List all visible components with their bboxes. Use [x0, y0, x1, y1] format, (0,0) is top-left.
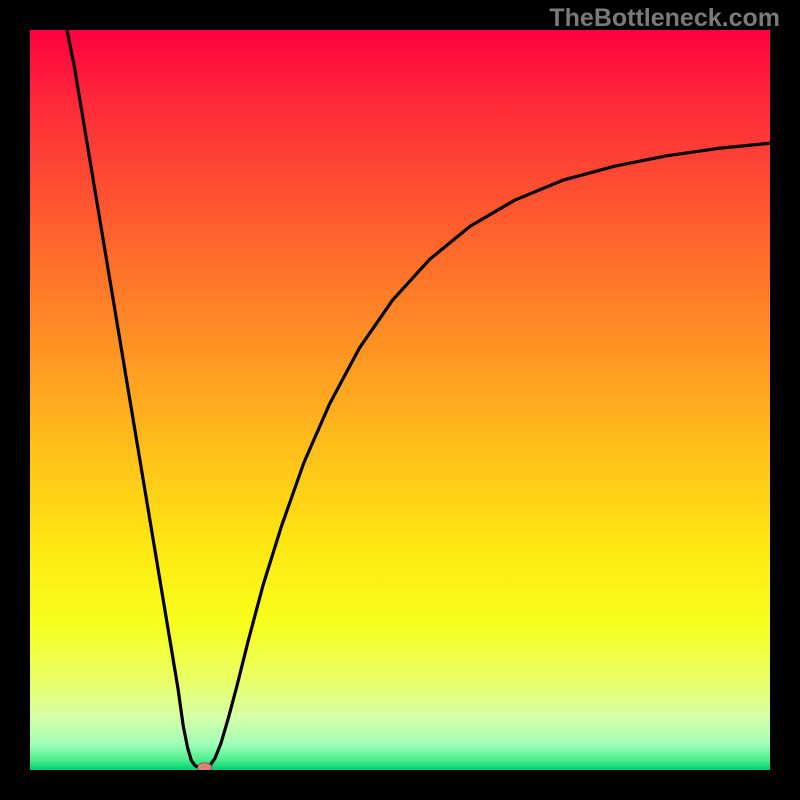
chart-stage: TheBottleneck.com [0, 0, 800, 800]
plot-svg [30, 30, 770, 770]
optimal-point-marker [198, 763, 212, 770]
plot-area [30, 30, 770, 770]
gradient-background [30, 30, 770, 770]
watermark-text: TheBottleneck.com [549, 4, 780, 33]
